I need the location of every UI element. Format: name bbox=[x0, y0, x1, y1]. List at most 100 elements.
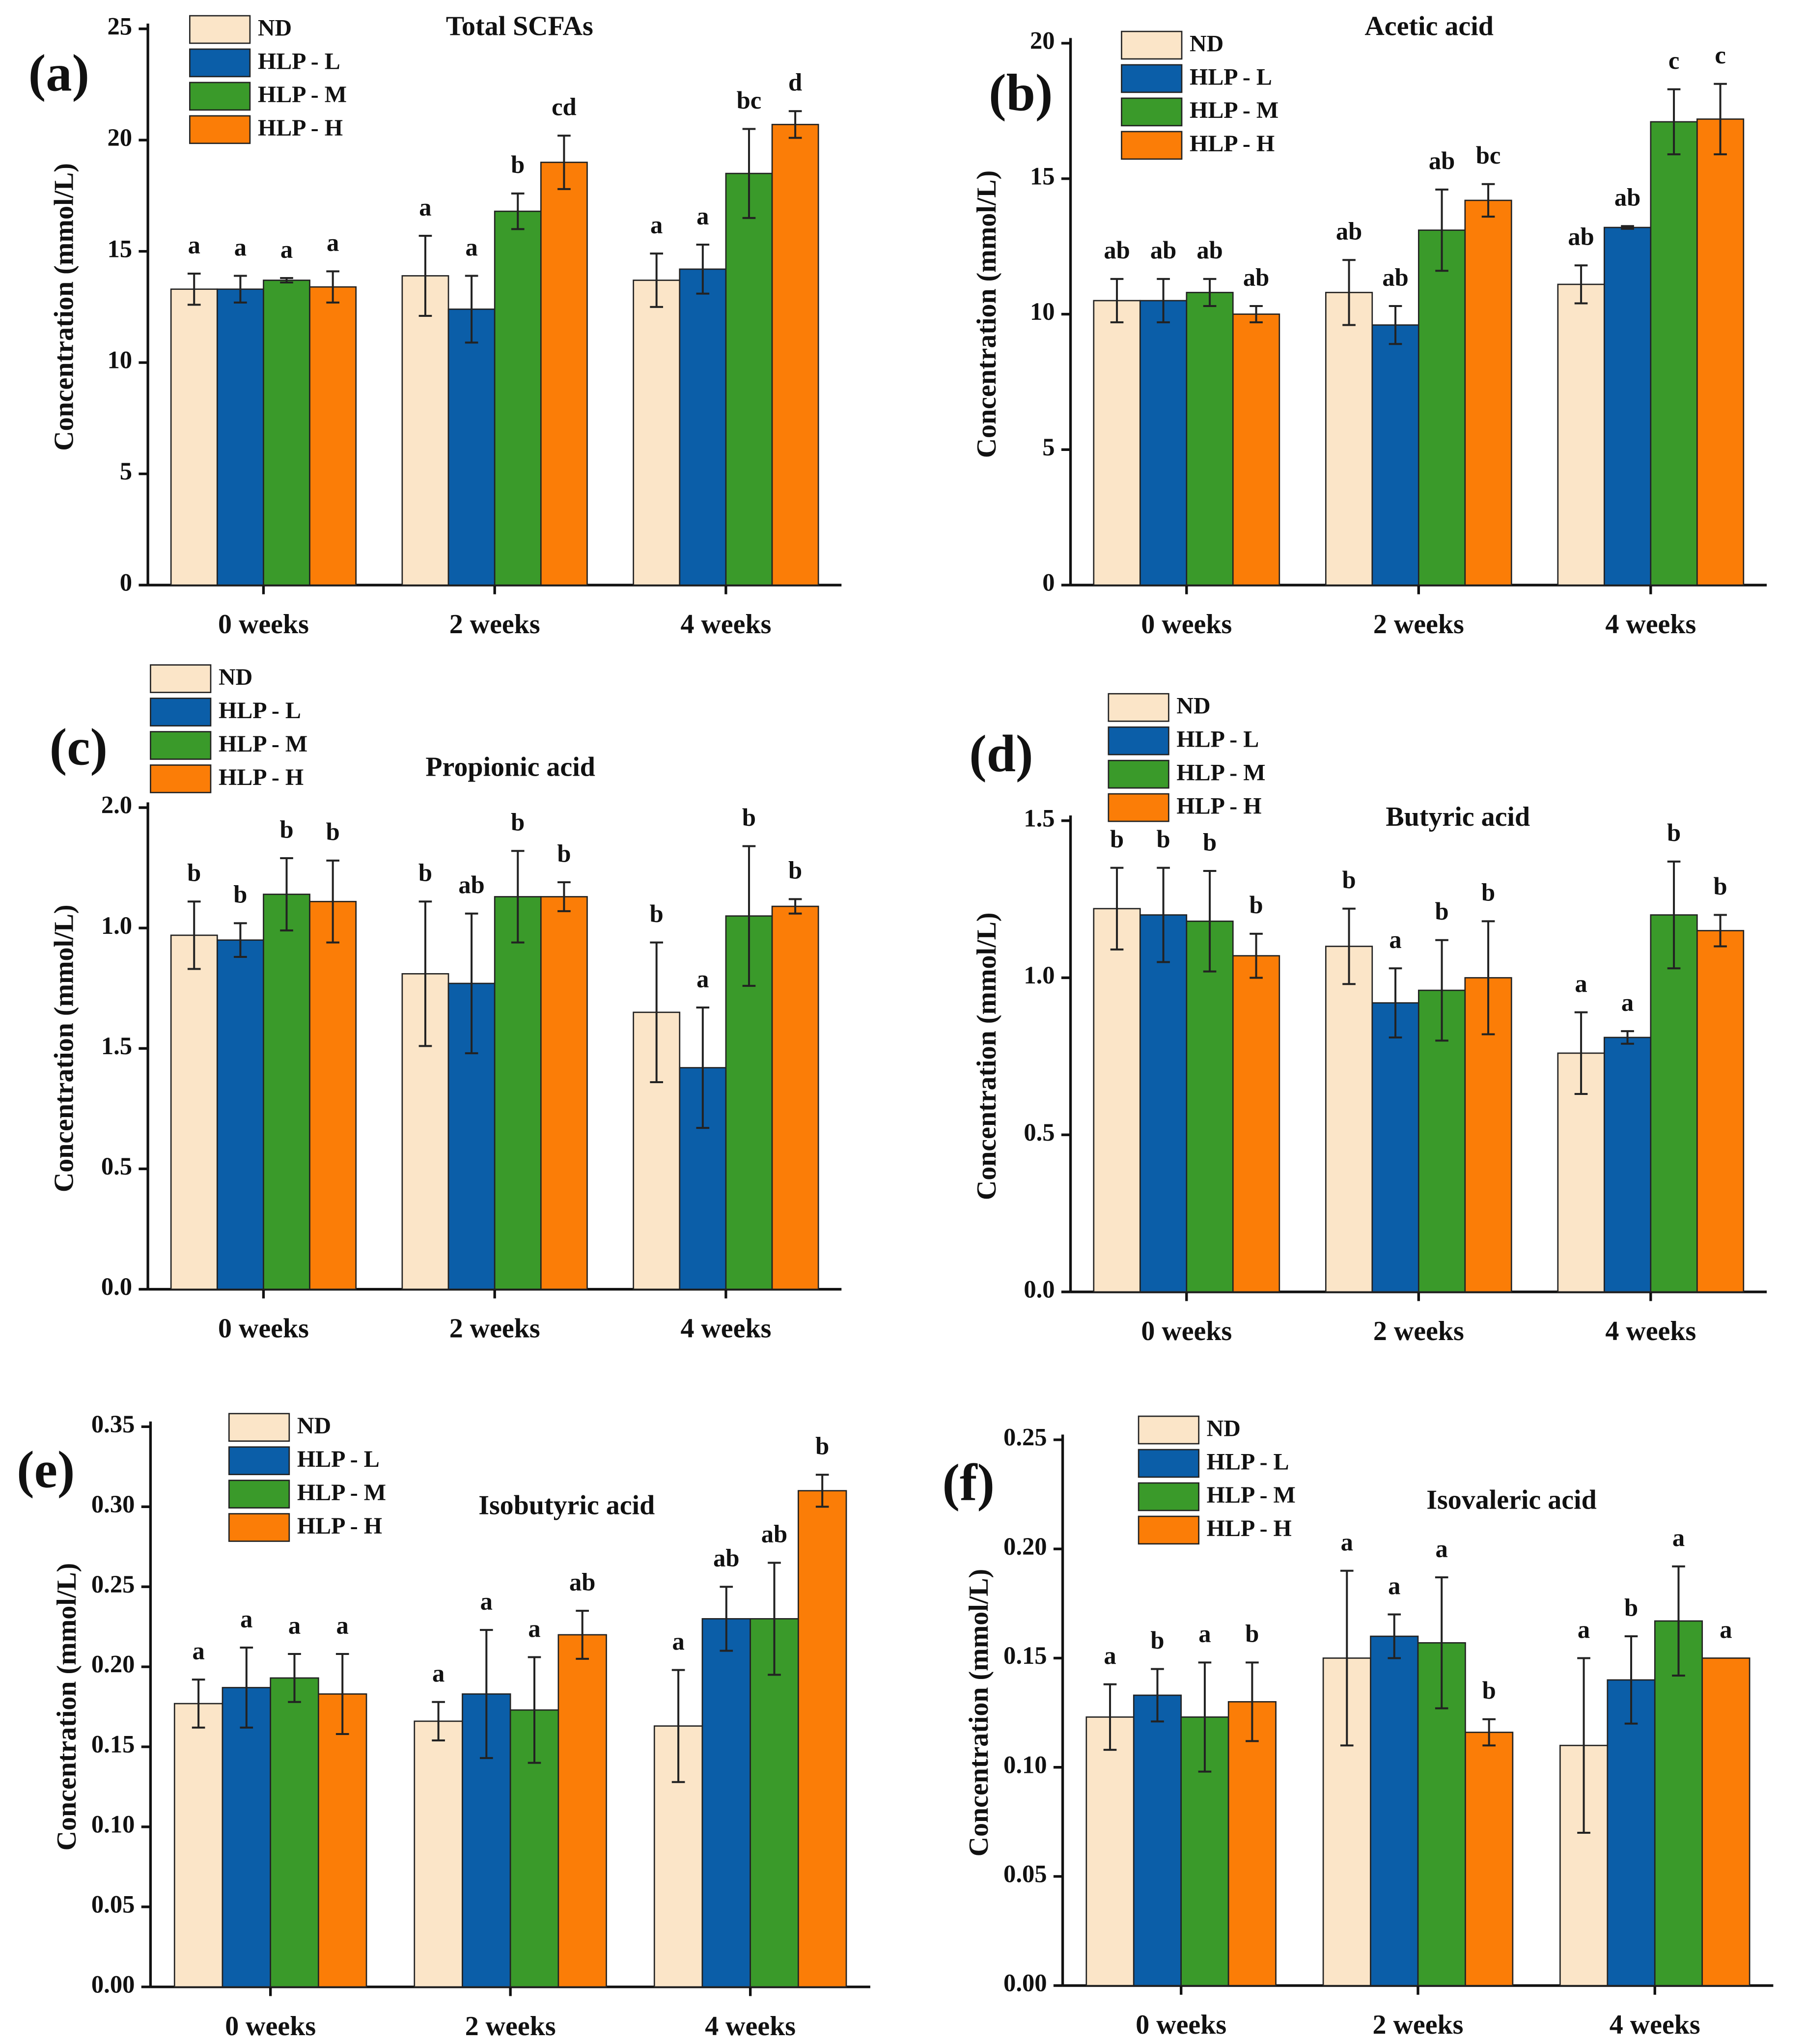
error-bar bbox=[1157, 278, 1170, 324]
legend-label: HLP - H bbox=[297, 1513, 382, 1539]
significance-letter: cd bbox=[552, 93, 577, 120]
bar bbox=[1085, 1716, 1135, 1987]
bar bbox=[701, 1618, 751, 1988]
significance-letter: b bbox=[418, 859, 432, 887]
error-bar bbox=[788, 110, 802, 139]
legend-swatch bbox=[1138, 1449, 1200, 1478]
significance-letter: b bbox=[1203, 828, 1217, 856]
y-tick-label: 15 bbox=[1030, 162, 1055, 190]
chart-title: Isovaleric acid bbox=[1426, 1485, 1596, 1515]
significance-letter: b bbox=[1624, 1594, 1638, 1621]
error-bar bbox=[1624, 1635, 1638, 1725]
significance-letter: b bbox=[279, 815, 293, 843]
significance-letter: d bbox=[788, 69, 802, 96]
error-bar bbox=[1577, 1657, 1590, 1834]
legend-label: HLP - L bbox=[1207, 1449, 1289, 1475]
significance-letter: a bbox=[1436, 1535, 1448, 1562]
legend-swatch bbox=[1121, 64, 1183, 93]
x-tick-label: 2 weeks bbox=[1373, 609, 1464, 640]
significance-letter: b bbox=[788, 857, 802, 884]
legend-swatch bbox=[150, 664, 212, 693]
significance-letter: b bbox=[1110, 825, 1124, 853]
error-bar bbox=[742, 128, 756, 219]
significance-letter: ab bbox=[1614, 184, 1640, 211]
bar bbox=[771, 905, 819, 1290]
legend-swatch bbox=[1121, 30, 1183, 60]
significance-letter: a bbox=[1389, 926, 1401, 953]
legend-label: HLP - H bbox=[1190, 131, 1275, 157]
bar bbox=[1417, 229, 1466, 586]
significance-letter: a bbox=[528, 1615, 540, 1642]
bar bbox=[1325, 946, 1373, 1293]
error-bar bbox=[1110, 867, 1124, 951]
significance-letter: b bbox=[233, 881, 247, 908]
bar bbox=[263, 894, 310, 1290]
y-tick-label: 10 bbox=[108, 346, 133, 374]
legend-label: HLP - H bbox=[258, 115, 343, 141]
legend-swatch bbox=[1138, 1482, 1200, 1512]
bar bbox=[1370, 1635, 1419, 1987]
bar bbox=[1325, 292, 1373, 586]
y-tick-label: 0.00 bbox=[91, 1970, 135, 1998]
error-bar bbox=[1714, 914, 1727, 948]
y-axis-label: Concentration (mmol/L) bbox=[972, 912, 1002, 1200]
legend-label: ND bbox=[1190, 30, 1223, 56]
y-tick-label: 0.05 bbox=[91, 1890, 135, 1918]
bar bbox=[1232, 955, 1280, 1293]
legend-label: HLP - M bbox=[297, 1480, 386, 1506]
bar bbox=[170, 288, 218, 586]
error-bar bbox=[742, 845, 756, 987]
panel-label: (d) bbox=[969, 725, 1033, 783]
error-bar bbox=[280, 857, 293, 932]
significance-letter: b bbox=[650, 900, 664, 927]
chart-title: Propionic acid bbox=[425, 752, 595, 783]
significance-letter: b bbox=[1482, 1677, 1496, 1704]
legend-swatch bbox=[1138, 1415, 1200, 1445]
bar bbox=[1186, 292, 1234, 586]
significance-letter: ab bbox=[1196, 236, 1223, 264]
error-bar bbox=[288, 1653, 301, 1703]
error-bar bbox=[1389, 967, 1402, 1038]
significance-letter: b bbox=[326, 818, 340, 845]
significance-letter: ab bbox=[713, 1544, 739, 1572]
error-bar bbox=[511, 850, 525, 944]
y-tick-label: 0.25 bbox=[1003, 1424, 1047, 1451]
bar bbox=[318, 1693, 367, 1988]
significance-letter: ab bbox=[1382, 263, 1408, 291]
significance-letter: ab bbox=[1243, 263, 1269, 291]
error-bar bbox=[234, 922, 247, 958]
error-bar bbox=[1574, 1011, 1588, 1095]
significance-letter: a bbox=[1341, 1528, 1353, 1556]
legend-label: HLP - M bbox=[219, 731, 307, 757]
y-tick-label: 0.05 bbox=[1003, 1860, 1047, 1887]
y-tick-label: 5 bbox=[120, 457, 132, 485]
error-bar bbox=[511, 192, 525, 230]
legend-swatch bbox=[150, 731, 212, 760]
bar bbox=[173, 1703, 223, 1988]
error-bar bbox=[1342, 907, 1356, 985]
error-bar bbox=[1110, 278, 1124, 324]
y-tick-label: 15 bbox=[108, 235, 133, 262]
error-bar bbox=[1342, 259, 1356, 326]
significance-letter: ab bbox=[569, 1568, 595, 1596]
significance-letter: bc bbox=[1476, 141, 1501, 169]
significance-letter: b bbox=[1667, 819, 1681, 846]
chart-title: Isobutyric acid bbox=[478, 1490, 655, 1520]
error-bar bbox=[1250, 305, 1263, 324]
significance-letter: b bbox=[1156, 825, 1170, 853]
significance-letter: a bbox=[1198, 1620, 1211, 1648]
significance-letter: b bbox=[557, 840, 571, 867]
y-tick-label: 0.15 bbox=[91, 1731, 135, 1758]
significance-letter: a bbox=[480, 1587, 493, 1615]
significance-letter: b bbox=[1249, 891, 1263, 919]
bar bbox=[309, 286, 357, 586]
legend-label: HLP - H bbox=[1176, 793, 1261, 819]
error-bar bbox=[418, 234, 432, 317]
y-tick-label: 0.20 bbox=[1003, 1533, 1047, 1560]
error-bar bbox=[1621, 1030, 1634, 1045]
error-bar bbox=[1574, 264, 1588, 305]
significance-letter: ab bbox=[761, 1520, 787, 1548]
y-axis-label: Concentration (mmol/L) bbox=[49, 163, 80, 451]
significance-letter: b bbox=[1481, 879, 1495, 906]
